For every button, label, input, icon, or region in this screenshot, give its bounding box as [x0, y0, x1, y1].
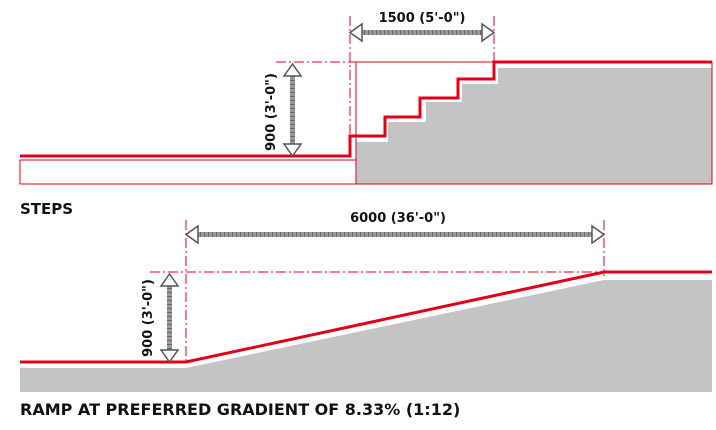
ramp-horizontal-dimension-label: 6000 (36'-0") [350, 211, 446, 226]
steps-vertical-dimension-arrow [282, 62, 303, 158]
steps-horizontal-dimension-arrow [348, 22, 496, 43]
ramp-centerlines [150, 220, 605, 364]
ramp-horizontal-dimension-arrow [184, 224, 606, 245]
steps-horizontal-dimension-label: 1500 (5'-0") [379, 11, 466, 26]
steps-centerlines [276, 16, 495, 160]
ramp-walking-path [20, 270, 712, 364]
ramp-mass [20, 280, 712, 392]
steps-stair-mass [356, 68, 712, 184]
steps-section: 1500 (5'-0") 900 (3'-0") [19, 11, 713, 185]
steps-walking-path [20, 60, 712, 158]
steps-caption: STEPS [20, 200, 74, 218]
ramp-caption: RAMP AT PREFERRED GRADIENT OF 8.33% (1:1… [20, 400, 461, 419]
steps-vertical-dimension-label: 900 (3'-0") [264, 73, 279, 151]
steps-lower-slab-outline [19, 159, 357, 185]
ramp-section: 6000 (36'-0") 900 (3'-0") [20, 211, 712, 392]
ramp-vertical-dimension-arrow [159, 272, 180, 364]
ramp-vertical-dimension-label: 900 (3'-0") [141, 279, 156, 357]
